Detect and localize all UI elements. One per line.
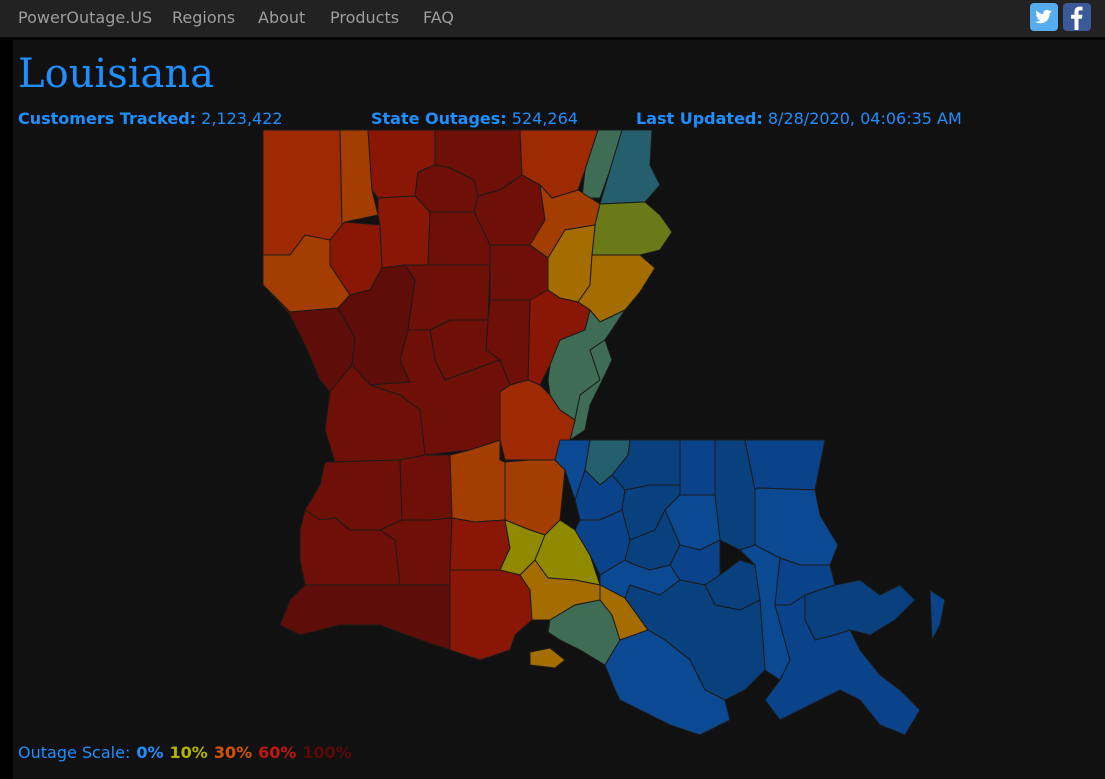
parish-acadia[interactable] [449,517,511,571]
parish-st-helena[interactable] [679,439,716,496]
navbar: PowerOutage.US Regions About Products FA… [0,0,1105,38]
customers-tracked: Customers Tracked: 2,123,422 [18,109,283,128]
state-outages-value: 524,264 [511,109,578,128]
last-updated: Last Updated: 8/28/2020, 04:06:35 AM [636,109,962,128]
scale-step-0: 0% [136,743,164,762]
state-outages: State Outages: 524,264 [371,109,578,128]
customers-tracked-label: Customers Tracked: [18,109,197,128]
nav-link-faq[interactable]: FAQ [423,8,454,27]
scale-step-10: 10% [169,743,208,762]
parish-bienville[interactable] [377,195,431,269]
last-updated-value: 8/28/2020, 04:06:35 AM [767,109,962,128]
customers-tracked-value: 2,123,422 [201,109,283,128]
facebook-icon [1063,3,1091,31]
parish-evangeline[interactable] [449,439,506,523]
twitter-button[interactable] [1030,3,1058,31]
nav-link-about[interactable]: About [258,8,306,27]
parish-terrebonne[interactable] [604,629,731,736]
louisiana-parish-map [262,129,946,736]
parish-vernon[interactable] [324,364,426,463]
parish-marsh-island[interactable] [529,647,566,669]
parish-allen[interactable] [399,454,453,521]
outage-scale-label: Outage Scale: [18,743,131,762]
parish-vermilion[interactable] [449,569,533,661]
nav-link-regions[interactable]: Regions [172,8,236,27]
facebook-button[interactable] [1063,3,1091,31]
parish-island-east[interactable] [929,589,946,642]
brand-link[interactable]: PowerOutage.US [18,8,153,27]
twitter-icon [1030,3,1058,31]
parish-avoyelles[interactable] [499,379,576,461]
page-title: Louisiana [18,51,214,97]
parish-concordia[interactable] [569,339,613,442]
parish-caldwell[interactable] [489,244,549,301]
scale-step-60: 60% [258,743,297,762]
scale-step-30: 30% [213,743,253,762]
state-outages-label: State Outages: [371,109,507,128]
parish-plaquemines[interactable] [764,594,921,736]
last-updated-label: Last Updated: [636,109,763,128]
scale-step-100: 100% [302,743,352,762]
parish-washington[interactable] [744,439,826,491]
parish-cameron[interactable] [279,584,451,651]
parish-west-carroll[interactable] [599,129,661,205]
parish-caddo[interactable] [262,129,343,256]
nav-link-products[interactable]: Products [330,8,400,27]
parish-st-bernard[interactable] [804,579,916,641]
parish-east-carroll[interactable] [591,201,673,256]
outage-scale: Outage Scale: 0% 10% 30% 60% 100% [18,743,352,762]
